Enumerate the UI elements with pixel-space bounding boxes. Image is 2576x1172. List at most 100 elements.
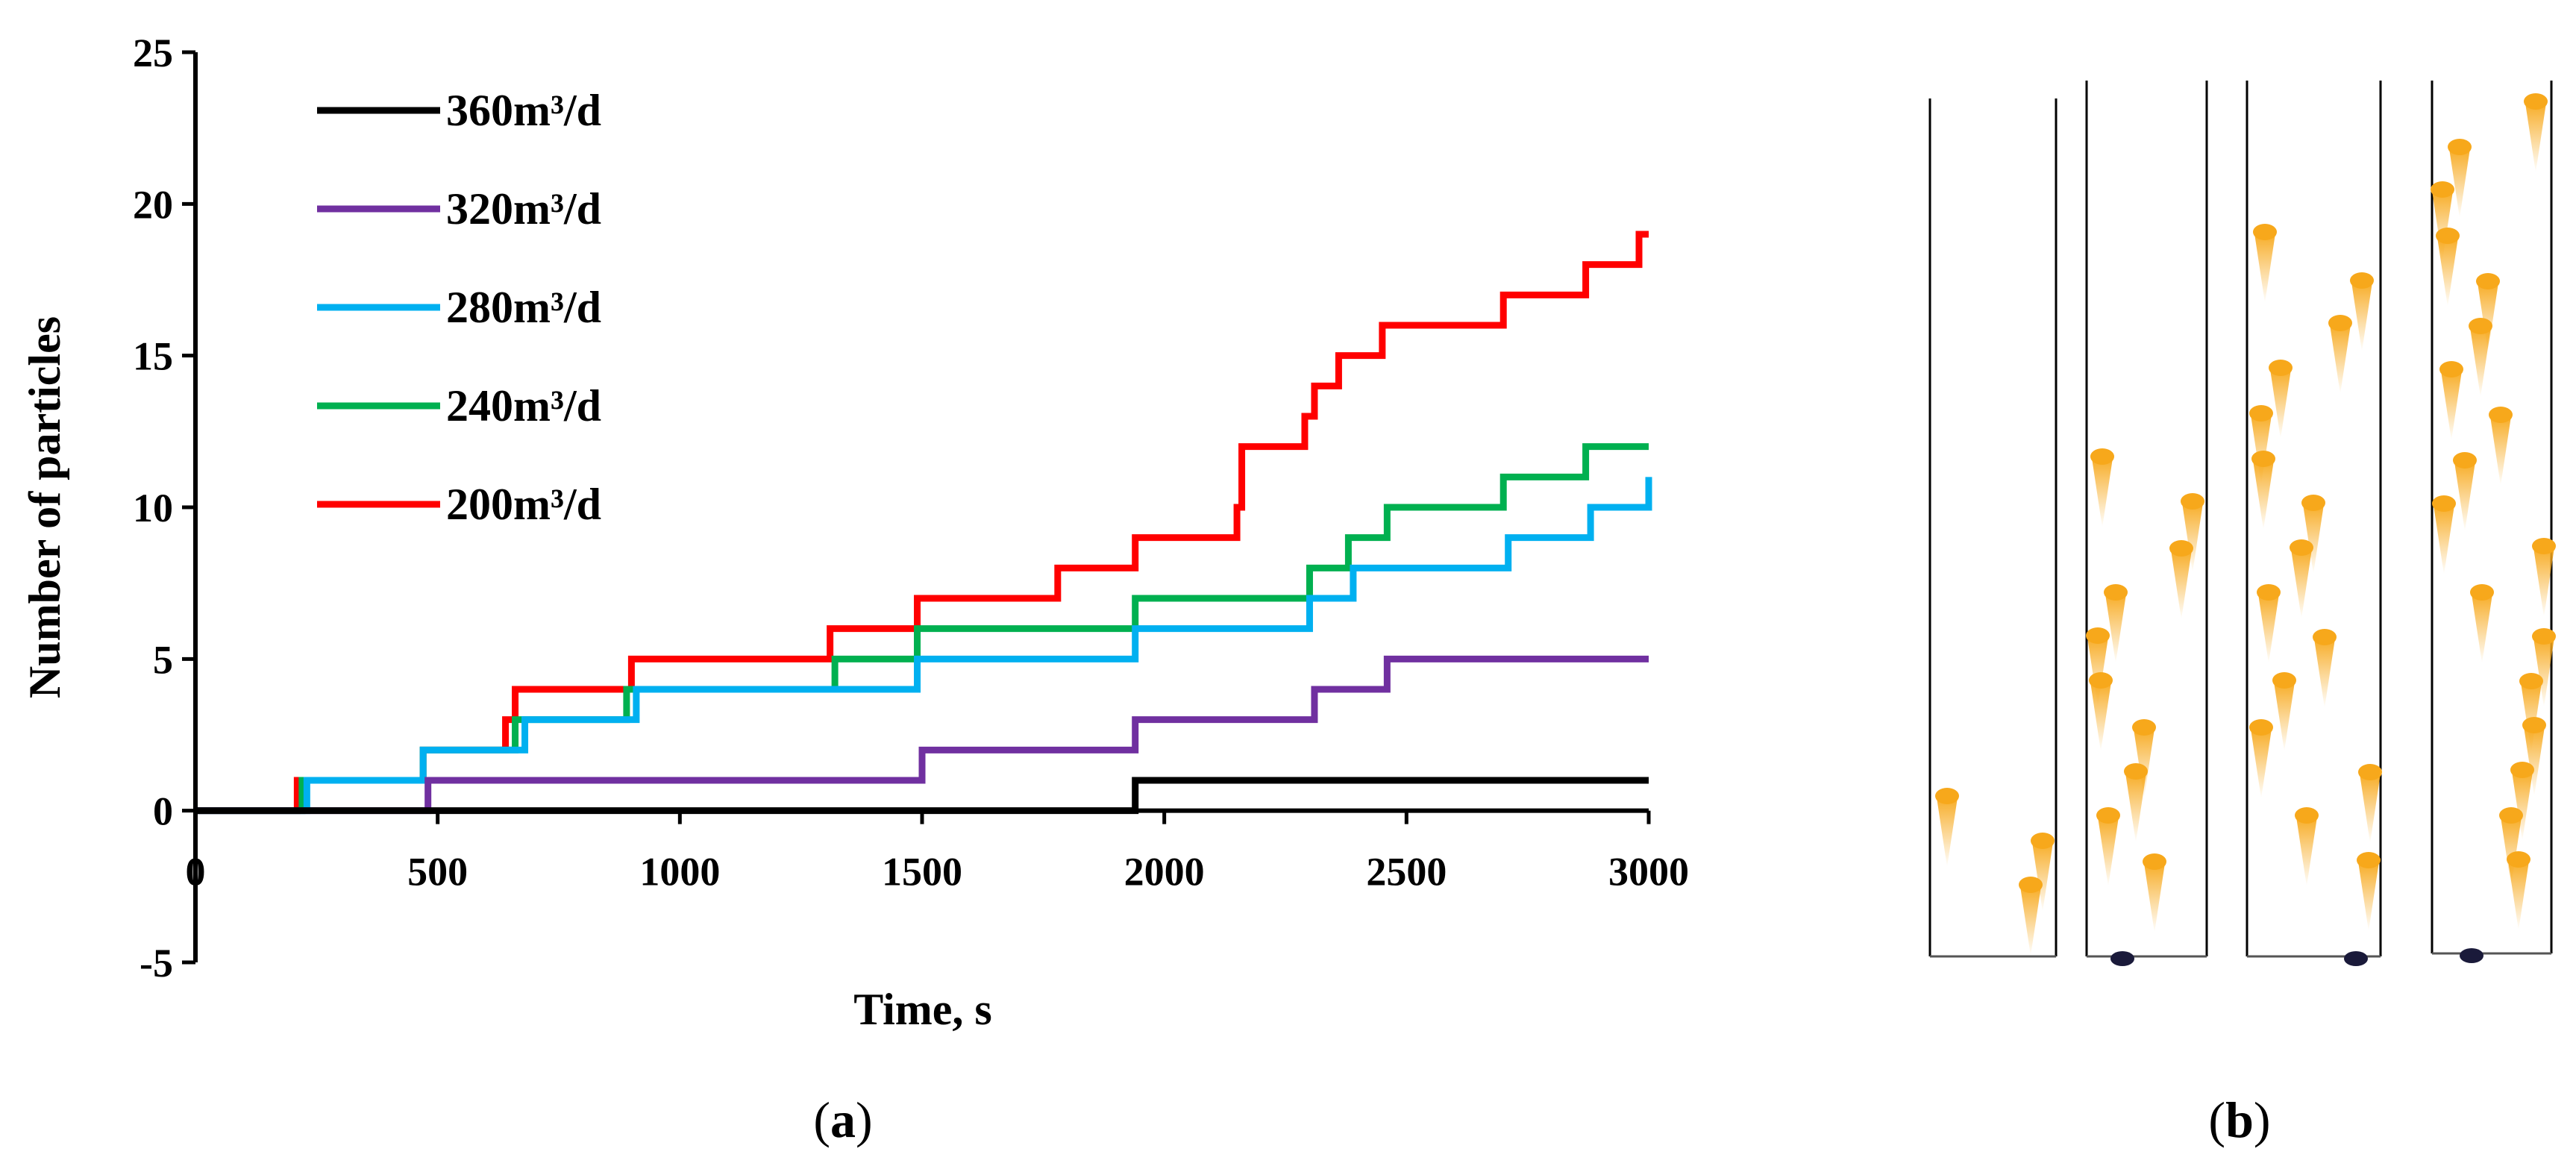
particle-tail: [2251, 729, 2272, 798]
particle-tail: [2432, 191, 2453, 260]
particle-tail: [2303, 504, 2324, 574]
particle-tail: [2533, 548, 2554, 617]
particle-tail: [2490, 416, 2511, 486]
x-tick-label: 1500: [882, 850, 962, 894]
ticks-layer: -5 0 5 10 15 20 25 0 500 1000 1500 2000 2500 3000: [133, 31, 1689, 985]
particle-tail: [2144, 863, 2165, 933]
particle-head: [2357, 852, 2381, 868]
particle-tail: [2508, 861, 2529, 930]
particle-head: [2532, 538, 2556, 554]
particle-tail: [2437, 237, 2458, 307]
x-tick-label: 3000: [1608, 850, 1689, 894]
particle-tail: [2330, 325, 2351, 394]
particle-tail: [2533, 638, 2554, 707]
particle-head: [2253, 224, 2277, 240]
particle-tail: [2171, 550, 2192, 619]
particle-head: [2436, 228, 2460, 244]
particle-head: [2432, 495, 2456, 512]
particle-head: [2328, 315, 2352, 331]
particle-tail: [1937, 797, 1958, 867]
particle-head: [2295, 807, 2319, 824]
chart-panel-a: -5 0 5 10 15 20 25 0 500 1000 1500 2000 2500 3000 360…: [20, 31, 1689, 1148]
particle-tail: [2478, 283, 2498, 352]
particle-head: [2532, 628, 2556, 645]
particle-tail: [2274, 682, 2295, 751]
particle-tail: [2182, 503, 2203, 572]
settled-particle-dot: [2344, 951, 2368, 966]
particle-head: [2469, 318, 2492, 334]
particle-head: [2350, 272, 2374, 289]
y-tick-label: 0: [153, 789, 173, 834]
series-line-3: [195, 477, 1652, 815]
particle-head: [2489, 407, 2513, 423]
legend-label: 320m³/d: [446, 184, 601, 234]
particle-head: [2249, 405, 2273, 422]
particle-head: [2086, 627, 2110, 644]
particle-tail: [2134, 729, 2154, 798]
particle-head: [2031, 833, 2055, 849]
x-tick-label: 1000: [639, 850, 720, 894]
particle-tail: [2098, 817, 2119, 886]
particle-head: [2313, 629, 2337, 645]
x-tick-label: 2000: [1124, 850, 1205, 894]
particle-head: [2524, 93, 2548, 110]
particle-tail: [2449, 148, 2470, 218]
series-layer: [195, 231, 1652, 815]
particle-head: [2257, 584, 2281, 601]
particle-head: [2090, 448, 2114, 465]
particle-head: [2519, 673, 2543, 689]
particle-tail: [2351, 282, 2372, 351]
particle-head: [2249, 719, 2273, 736]
particle-head: [2476, 273, 2500, 289]
particle-tail: [2087, 637, 2108, 706]
particle-head: [2522, 717, 2546, 733]
settled-particle-dot: [2460, 948, 2483, 963]
particle-head: [2358, 764, 2382, 780]
particle-tail: [2020, 886, 2041, 956]
series-line-2: [195, 655, 1649, 815]
illustration-panel-b: (b): [1928, 81, 2556, 1148]
particle-tail: [2253, 460, 2274, 530]
particle-tail: [2525, 103, 2546, 172]
particle-head: [2251, 451, 2275, 467]
particle-tail: [2524, 727, 2545, 796]
legend: 360m³/d 320m³/d 280m³/d 240m³/d 200m³/d: [317, 86, 601, 529]
particle-tail: [2251, 415, 2272, 484]
particle-tail: [2512, 771, 2533, 841]
particle-head: [2507, 851, 2530, 868]
particle-tail: [2470, 328, 2491, 397]
y-tick-label: -5: [140, 941, 173, 985]
y-tick-label: 25: [133, 31, 173, 75]
particle-head: [2181, 493, 2204, 510]
x-axis-title: Time, s: [853, 985, 992, 1034]
particle-head: [2448, 139, 2472, 155]
particles-layer: [1935, 93, 2556, 956]
particle-tail: [2032, 842, 2053, 912]
particle-head: [2453, 452, 2477, 469]
legend-label: 200m³/d: [446, 480, 601, 529]
particle-head: [2510, 762, 2534, 778]
y-axis-title: Number of particles: [20, 316, 69, 698]
particle-head: [2132, 719, 2156, 736]
particle-tail: [2360, 774, 2381, 843]
particle-head: [2439, 361, 2463, 377]
particle-tail: [2291, 549, 2312, 618]
settled-particle-dot: [2110, 951, 2134, 966]
legend-label: 360m³/d: [446, 86, 601, 135]
y-tick-label: 5: [153, 637, 173, 682]
particle-head: [2499, 807, 2523, 824]
series-line-5: [195, 231, 1649, 815]
columns-layer: [1928, 81, 2553, 966]
particle-tail: [2358, 862, 2379, 931]
particle-tail: [2501, 817, 2522, 886]
particle-head: [2290, 539, 2313, 556]
particle-tail: [2258, 594, 2279, 663]
particle-head: [1935, 788, 1959, 804]
particle-head: [2143, 853, 2166, 870]
legend-label: 240m³/d: [446, 381, 601, 430]
particle-tail: [2441, 371, 2462, 440]
x-tick-label: 0: [186, 850, 206, 894]
particle-head: [2470, 584, 2494, 601]
particle-head: [2089, 672, 2113, 689]
